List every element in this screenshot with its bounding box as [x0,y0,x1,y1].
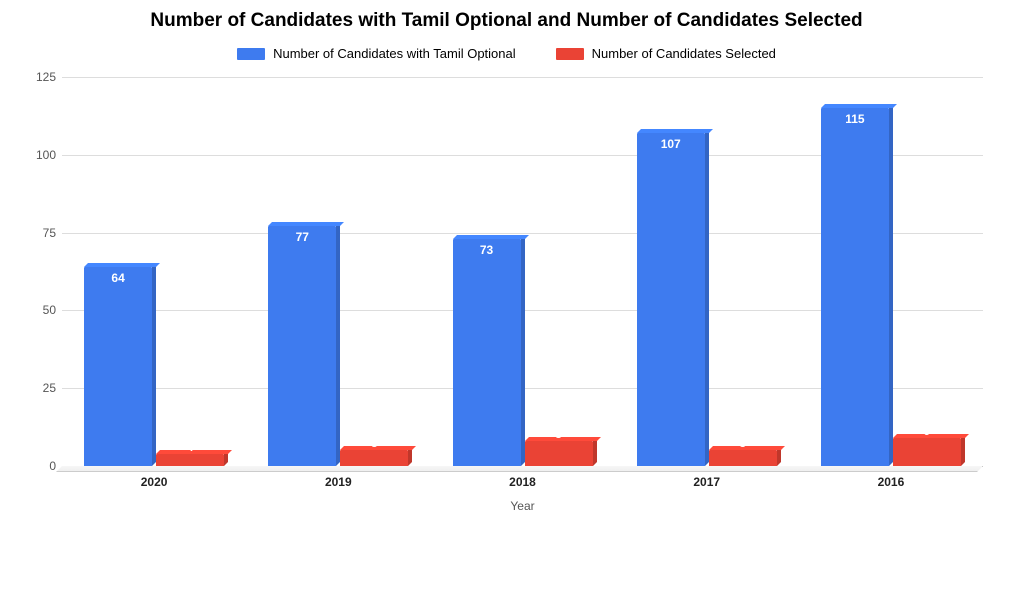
ytick-label: 100 [22,148,56,162]
bar-side [705,129,709,466]
bar-group: 77 5 [246,77,430,466]
x-axis-label: Year [62,499,983,513]
bar-optional: 107 [637,133,705,466]
legend: Number of Candidates with Tamil Optional… [20,46,993,61]
bar-top [268,222,344,226]
bar-groups: 64 4 77 5 73 8 107 5 115 9 [62,77,983,466]
bar-value-label: 64 [84,271,152,285]
bar-optional: 64 [84,267,152,466]
bar-value-label: 77 [268,230,336,244]
legend-swatch-0 [237,48,265,60]
ytick-label: 25 [22,381,56,395]
bar-value-label: 5 [709,436,777,450]
bar-top [821,104,897,108]
ytick-label: 0 [22,459,56,473]
chart-title: Number of Candidates with Tamil Optional… [20,10,993,32]
bar-side [889,104,893,466]
bar-group: 73 8 [430,77,614,466]
bar-selected: 4 [156,454,224,466]
bar-top [84,263,160,267]
ytick-label: 75 [22,226,56,240]
bar-group: 64 4 [62,77,246,466]
bar-value-label: 8 [525,427,593,441]
bar-value-label: 115 [821,112,889,126]
legend-swatch-1 [556,48,584,60]
bar-top [637,129,713,133]
bar-side [152,263,156,466]
legend-item-0: Number of Candidates with Tamil Optional [237,46,516,61]
bar-selected: 5 [340,450,408,466]
xtick-label: 2020 [62,475,246,489]
xtick-label: 2018 [430,475,614,489]
bar-side [961,434,965,466]
ytick-label: 50 [22,303,56,317]
bar-group: 107 5 [615,77,799,466]
plot: 0255075100125 64477573810751159 [62,77,983,467]
bar-optional: 77 [268,226,336,466]
bar-top [453,235,529,239]
plot-floor [56,466,983,472]
bar-value-label: 107 [637,137,705,151]
legend-label-1: Number of Candidates Selected [592,46,776,61]
bar-selected: 5 [709,450,777,466]
legend-label-0: Number of Candidates with Tamil Optional [273,46,516,61]
xtick-label: 2017 [615,475,799,489]
ytick-label: 125 [22,70,56,84]
bar-side [593,437,597,466]
bar-group: 115 9 [799,77,983,466]
xtick-row: 20202019201820172016 [62,475,983,489]
bar-value-label: 5 [340,436,408,450]
bar-value-label: 4 [156,440,224,454]
bar-selected: 9 [893,438,961,466]
bar-value-label: 73 [453,243,521,257]
xtick-label: 2016 [799,475,983,489]
chart-area: 0255075100125 64477573810751159 20202019… [62,77,983,507]
bar-side [336,222,340,466]
bar-selected: 8 [525,441,593,466]
bar-optional: 73 [453,239,521,466]
bar-value-label: 9 [893,424,961,438]
legend-item-1: Number of Candidates Selected [556,46,776,61]
xtick-label: 2019 [246,475,430,489]
bar-optional: 115 [821,108,889,466]
